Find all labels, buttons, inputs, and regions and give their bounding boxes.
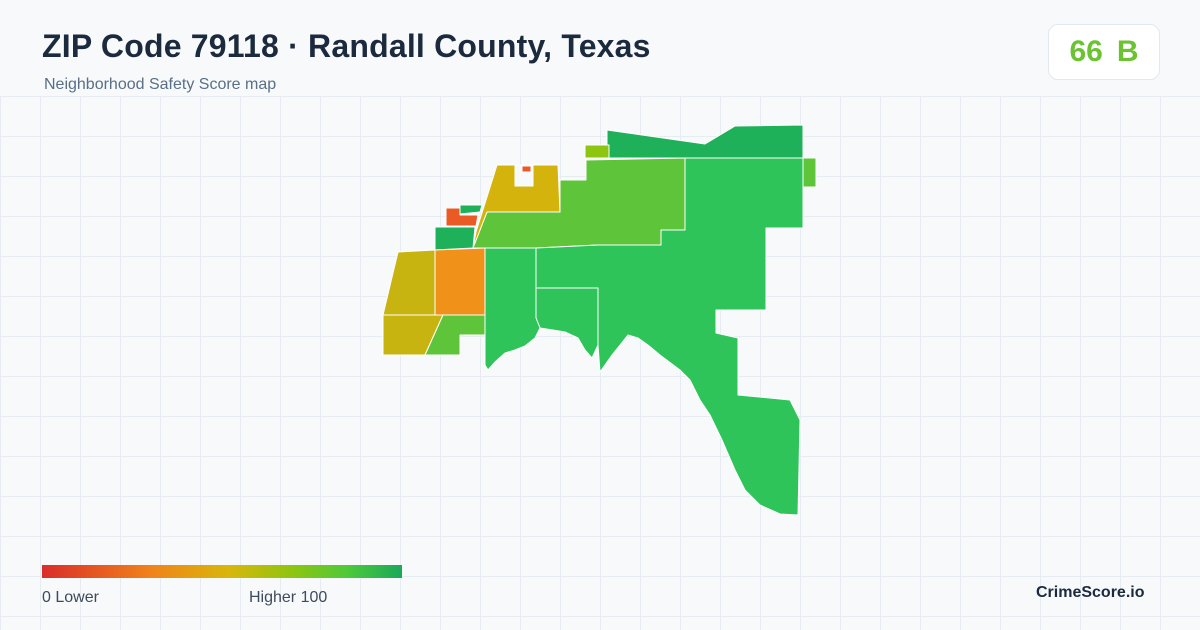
map-region-northwest-green-b[interactable] (459, 204, 483, 215)
legend-low-label: 0 Lower (42, 589, 99, 606)
map-region-west-central[interactable] (484, 247, 541, 371)
map-region-northwest-green-a[interactable] (434, 226, 476, 251)
header-background (0, 0, 1200, 96)
map-region-northwest-red[interactable] (445, 207, 479, 227)
map-region-east-strip[interactable] (802, 157, 817, 188)
page-subtitle: Neighborhood Safety Score map (44, 76, 277, 93)
page-title: ZIP Code 79118 · Randall County, Texas (42, 28, 651, 64)
map-region-south-central[interactable] (535, 287, 599, 359)
map-region-north-yellow[interactable] (472, 164, 561, 249)
score-grade: B (1116, 35, 1139, 68)
map-region-southwest-green[interactable] (424, 314, 486, 356)
map-region-north-tiny[interactable] (584, 144, 610, 159)
brand-logo-text: CrimeScore.io (1036, 584, 1145, 601)
score-value: 66 (1069, 35, 1103, 68)
map-region-west-orange[interactable] (434, 247, 486, 316)
safety-score-badge: 66 B (1048, 24, 1160, 80)
map-region-red-spot[interactable] (521, 165, 532, 173)
map-region-far-west[interactable] (382, 249, 436, 316)
legend-high-label: Higher 100 (249, 589, 328, 606)
legend-color-scale (42, 565, 402, 578)
map-region-northeast[interactable] (606, 124, 804, 159)
